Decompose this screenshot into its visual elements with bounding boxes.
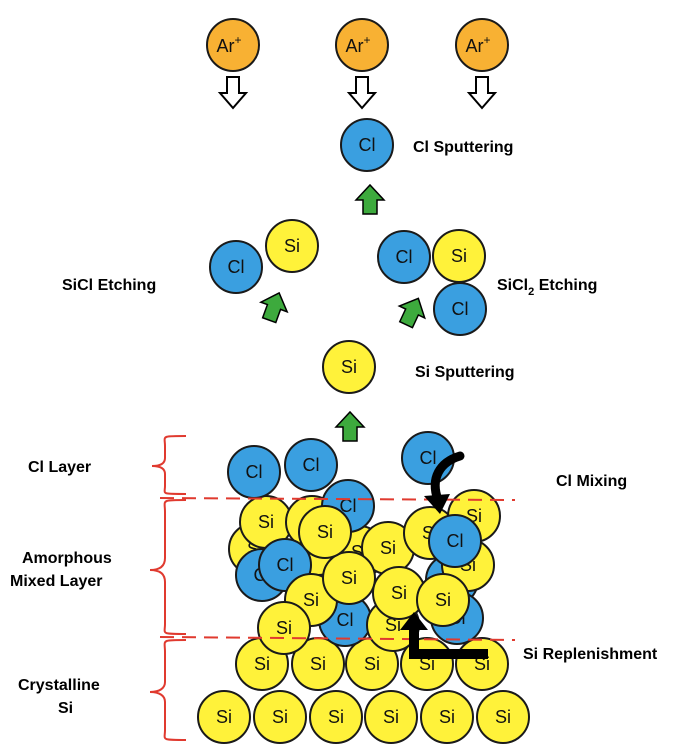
argon-ion: Ar+ [455,18,509,72]
si-sputtering-label: Si Sputtering [415,364,515,381]
silicon-atom: Si [309,690,363,744]
atom-symbol: Si [310,654,326,674]
silicon-atom: Si [420,690,474,744]
silicon-atom: Si [476,690,530,744]
green-up-arrow-icon [397,297,426,329]
green-up-arrow-icon [354,183,386,215]
atom-symbol: Si [303,590,319,610]
silicon-atom: Si [239,495,293,549]
atom-symbol: Si [451,246,467,266]
chlorine-atom: Cl [433,282,487,336]
atom-symbol: Si [258,512,274,532]
brace-crystalline-layer [149,639,187,741]
atom-symbol: Si [284,236,300,256]
chlorine-atom: Cl [428,514,482,568]
atom-symbol: Si [272,707,288,727]
atom-symbol: Cl [447,531,464,551]
cl-sputtering-label: Cl Sputtering [413,139,513,156]
hollow-down-arrow-icon [346,76,378,110]
cl-layer-label: Cl Layer [28,459,91,476]
si-replenishment-arrow [400,612,488,659]
atom-symbol: Cl [420,448,437,468]
green-up-arrow-icon [334,410,366,442]
silicon-atom: Si [291,637,345,691]
argon-ion: Ar+ [335,18,389,72]
silicon-atom: Si [253,690,307,744]
atom-symbol: Si [385,615,401,635]
sicl-etching-label: SiCl Etching [62,277,156,294]
atom-symbol: Si [495,707,511,727]
atom-symbol: Cl [337,610,354,630]
silicon-atom: Si [322,551,376,605]
silicon-atom: Si [322,340,376,394]
green-arrows [258,183,426,442]
atom-symbol: Si [328,707,344,727]
silicon-atom: Si [197,690,251,744]
silicon-atom: Si [361,521,415,575]
chlorine-atom: Cl [377,230,431,284]
atom-symbol: Si [341,357,357,377]
green-up-arrow-icon [258,291,289,324]
atom-symbol: Cl [359,135,376,155]
chlorine-atom: Cl [340,118,394,172]
silicon-atom: Si [265,219,319,273]
atom-symbol: Si [391,583,407,603]
si-replenishment-label: Si Replenishment [523,646,658,663]
atom-symbol: Si [254,654,270,674]
atom-symbol: Cl [452,299,469,319]
chlorine-atom: Cl [227,445,281,499]
atom-symbol: Si [341,568,357,588]
atom-symbol: Si [364,654,380,674]
atom-symbol: Cl [228,257,245,277]
silicon-atom: Si [432,229,486,283]
crystalline-layer-label-line2: Si [58,700,73,717]
atom-symbol: Si [317,522,333,542]
silicon-atom: Si [257,601,311,655]
atom-symbol: Cl [303,455,320,475]
cl-layer-boundary [159,497,516,501]
crystalline-layer-label-line1: Crystalline [18,677,100,694]
hollow-down-arrow-icon [217,76,249,110]
atom-symbol: Cl [396,247,413,267]
atom-symbol: Si [276,618,292,638]
silicon-atom: Si [298,505,352,559]
atom-symbol: Si [383,707,399,727]
atom-stack: SiSiSiSiSiSiSiSiSiSiSiSiClSiSiClSiClSiCl… [197,431,530,744]
argon-ion: Ar+ [206,18,260,72]
chlorine-atom: Cl [284,438,338,492]
sicl2-etching-label: SiCl2 Etching [497,277,597,298]
atom-symbol: Si [380,538,396,558]
brace-cl-layer [151,435,187,495]
atom-symbol: Cl [246,462,263,482]
ion-group: Ar+ Ar+ Ar+ [206,18,509,110]
silicon-atom: Si [455,637,509,691]
brace-amorphous-layer [149,499,187,635]
mixed-layer-boundary [159,636,516,641]
silicon-atom: Si [364,690,418,744]
cl-mixing-label: Cl Mixing [556,473,627,490]
chlorine-atom: Cl [209,240,263,294]
silicon-atom: Si [416,573,470,627]
atom-symbol: Si [216,707,232,727]
amorphous-layer-label-line2: Mixed Layer [10,573,102,590]
ejected-species: Cl Cl Si Cl Si Cl Si [209,118,487,394]
atom-symbol: Cl [277,555,294,575]
atom-symbol: Cl [340,496,357,516]
hollow-down-arrow-icon [466,76,498,110]
cl-mixing-arrow [424,451,465,514]
atom-symbol: Si [435,590,451,610]
atom-symbol: Si [439,707,455,727]
amorphous-layer-label-line1: Amorphous [22,550,112,567]
